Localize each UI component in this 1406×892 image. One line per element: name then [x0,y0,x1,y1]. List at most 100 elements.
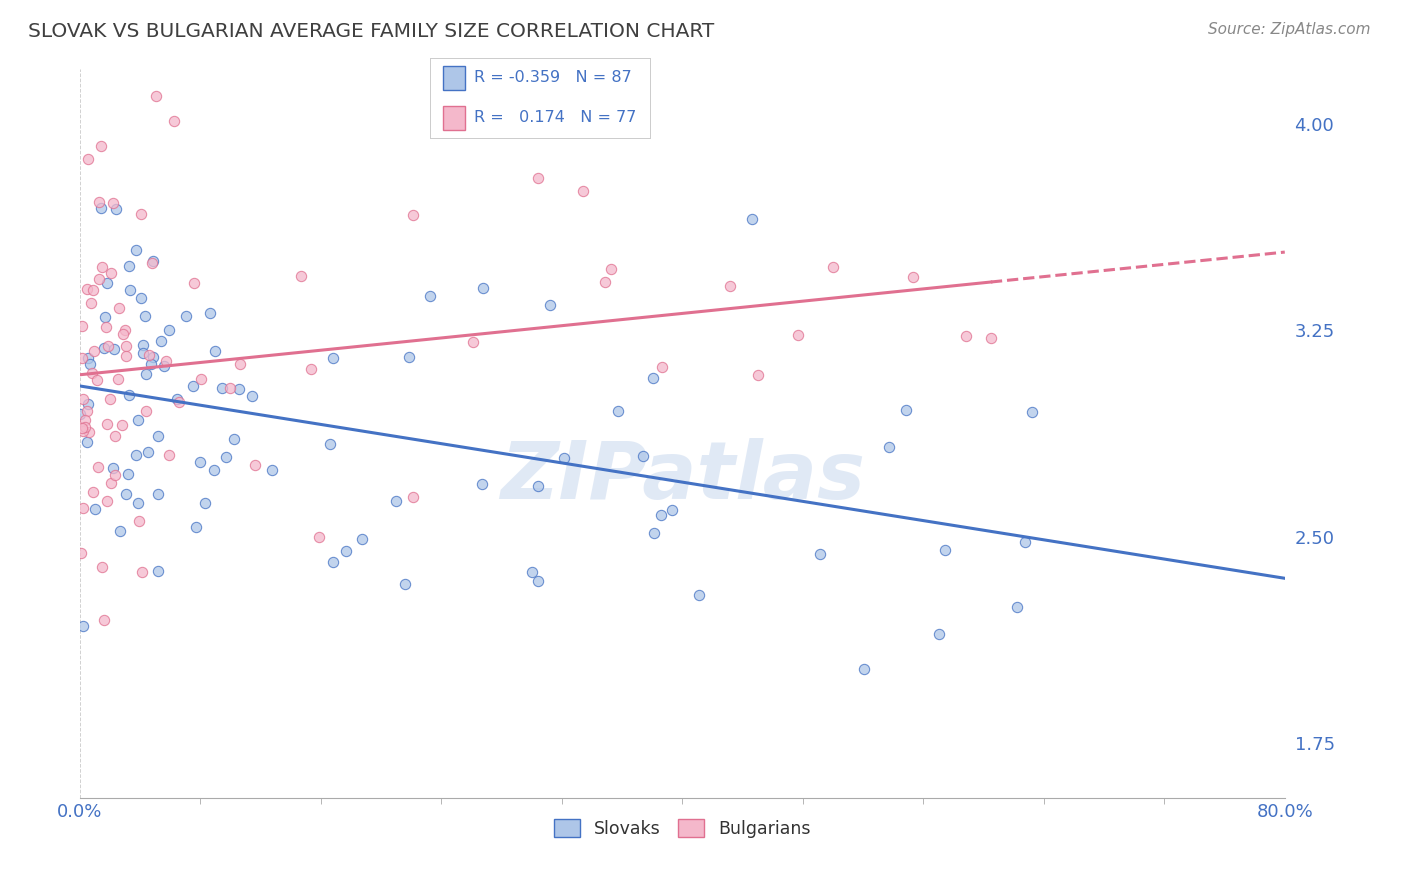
Point [146,564,169,578]
Point [650,508,672,522]
Point [79,357,101,371]
Point [98,392,121,406]
Point [152,359,174,373]
Point [155,353,177,368]
Point [125,243,148,257]
Point [157,448,180,462]
Point [181,378,204,392]
Point [111,327,134,342]
Point [520,566,543,580]
Point [70,421,93,435]
Point [107,301,129,315]
Point [322,555,344,569]
Point [553,451,575,466]
Point [128,514,150,528]
Point [145,89,167,103]
Text: R =   0.174   N = 77: R = 0.174 N = 77 [474,111,637,126]
Point [96,417,118,431]
Point [240,388,263,402]
Point [70,319,93,334]
Point [114,486,136,500]
Point [77,425,100,439]
Point [142,350,165,364]
Point [114,323,136,337]
FancyBboxPatch shape [443,106,465,130]
Point [901,270,924,285]
Point [94,320,117,334]
Text: SLOVAK VS BULGARIAN AVERAGE FAMILY SIZE CORRELATION CHART: SLOVAK VS BULGARIAN AVERAGE FAMILY SIZE … [28,22,714,41]
Point [94,310,117,325]
Point [100,475,122,490]
Point [97,339,120,353]
Point [1021,405,1043,419]
Point [83,344,105,359]
Point [90,138,112,153]
Point [148,487,170,501]
Point [87,272,110,286]
Point [224,432,246,446]
Point [229,357,252,371]
Point [96,276,118,290]
Point [115,339,138,353]
Legend: Slovaks, Bulgarians: Slovaks, Bulgarians [547,812,817,845]
Point [471,476,494,491]
Point [107,372,129,386]
Point [76,435,98,450]
Point [118,388,141,402]
Point [741,212,763,227]
Point [308,530,330,544]
Point [188,455,211,469]
Point [76,282,98,296]
Point [352,532,374,546]
Point [204,344,226,359]
Point [115,349,138,363]
Point [402,490,425,504]
Point [747,368,769,383]
Point [127,496,149,510]
Point [76,397,98,411]
Point [607,404,630,418]
Point [661,503,683,517]
Point [228,382,250,396]
Point [80,367,103,381]
Point [110,418,132,433]
Point [335,543,357,558]
Point [84,501,107,516]
Point [1007,599,1029,614]
Point [100,266,122,280]
Point [101,461,124,475]
Point [139,357,162,371]
Point [385,493,408,508]
Point [73,420,96,434]
Point [72,351,94,365]
Point [120,283,142,297]
Point [104,468,127,483]
Point [87,459,110,474]
Point [90,260,112,274]
Point [183,276,205,290]
Point [808,547,831,561]
Point [117,259,139,273]
Point [96,494,118,508]
Point [93,341,115,355]
Point [643,525,665,540]
Point [73,413,96,427]
Point [129,291,152,305]
Point [77,351,100,366]
Point [398,350,420,364]
Point [322,351,344,366]
Point [103,343,125,357]
Point [163,113,186,128]
Point [108,524,131,538]
Point [146,429,169,443]
Point [955,329,977,343]
Point [174,309,197,323]
Point [651,359,673,374]
Text: ZIPatlas: ZIPatlas [499,438,865,516]
Point [260,463,283,477]
Point [150,334,173,349]
Point [166,392,188,406]
Point [1014,534,1036,549]
Point [980,331,1002,345]
Point [82,283,104,297]
